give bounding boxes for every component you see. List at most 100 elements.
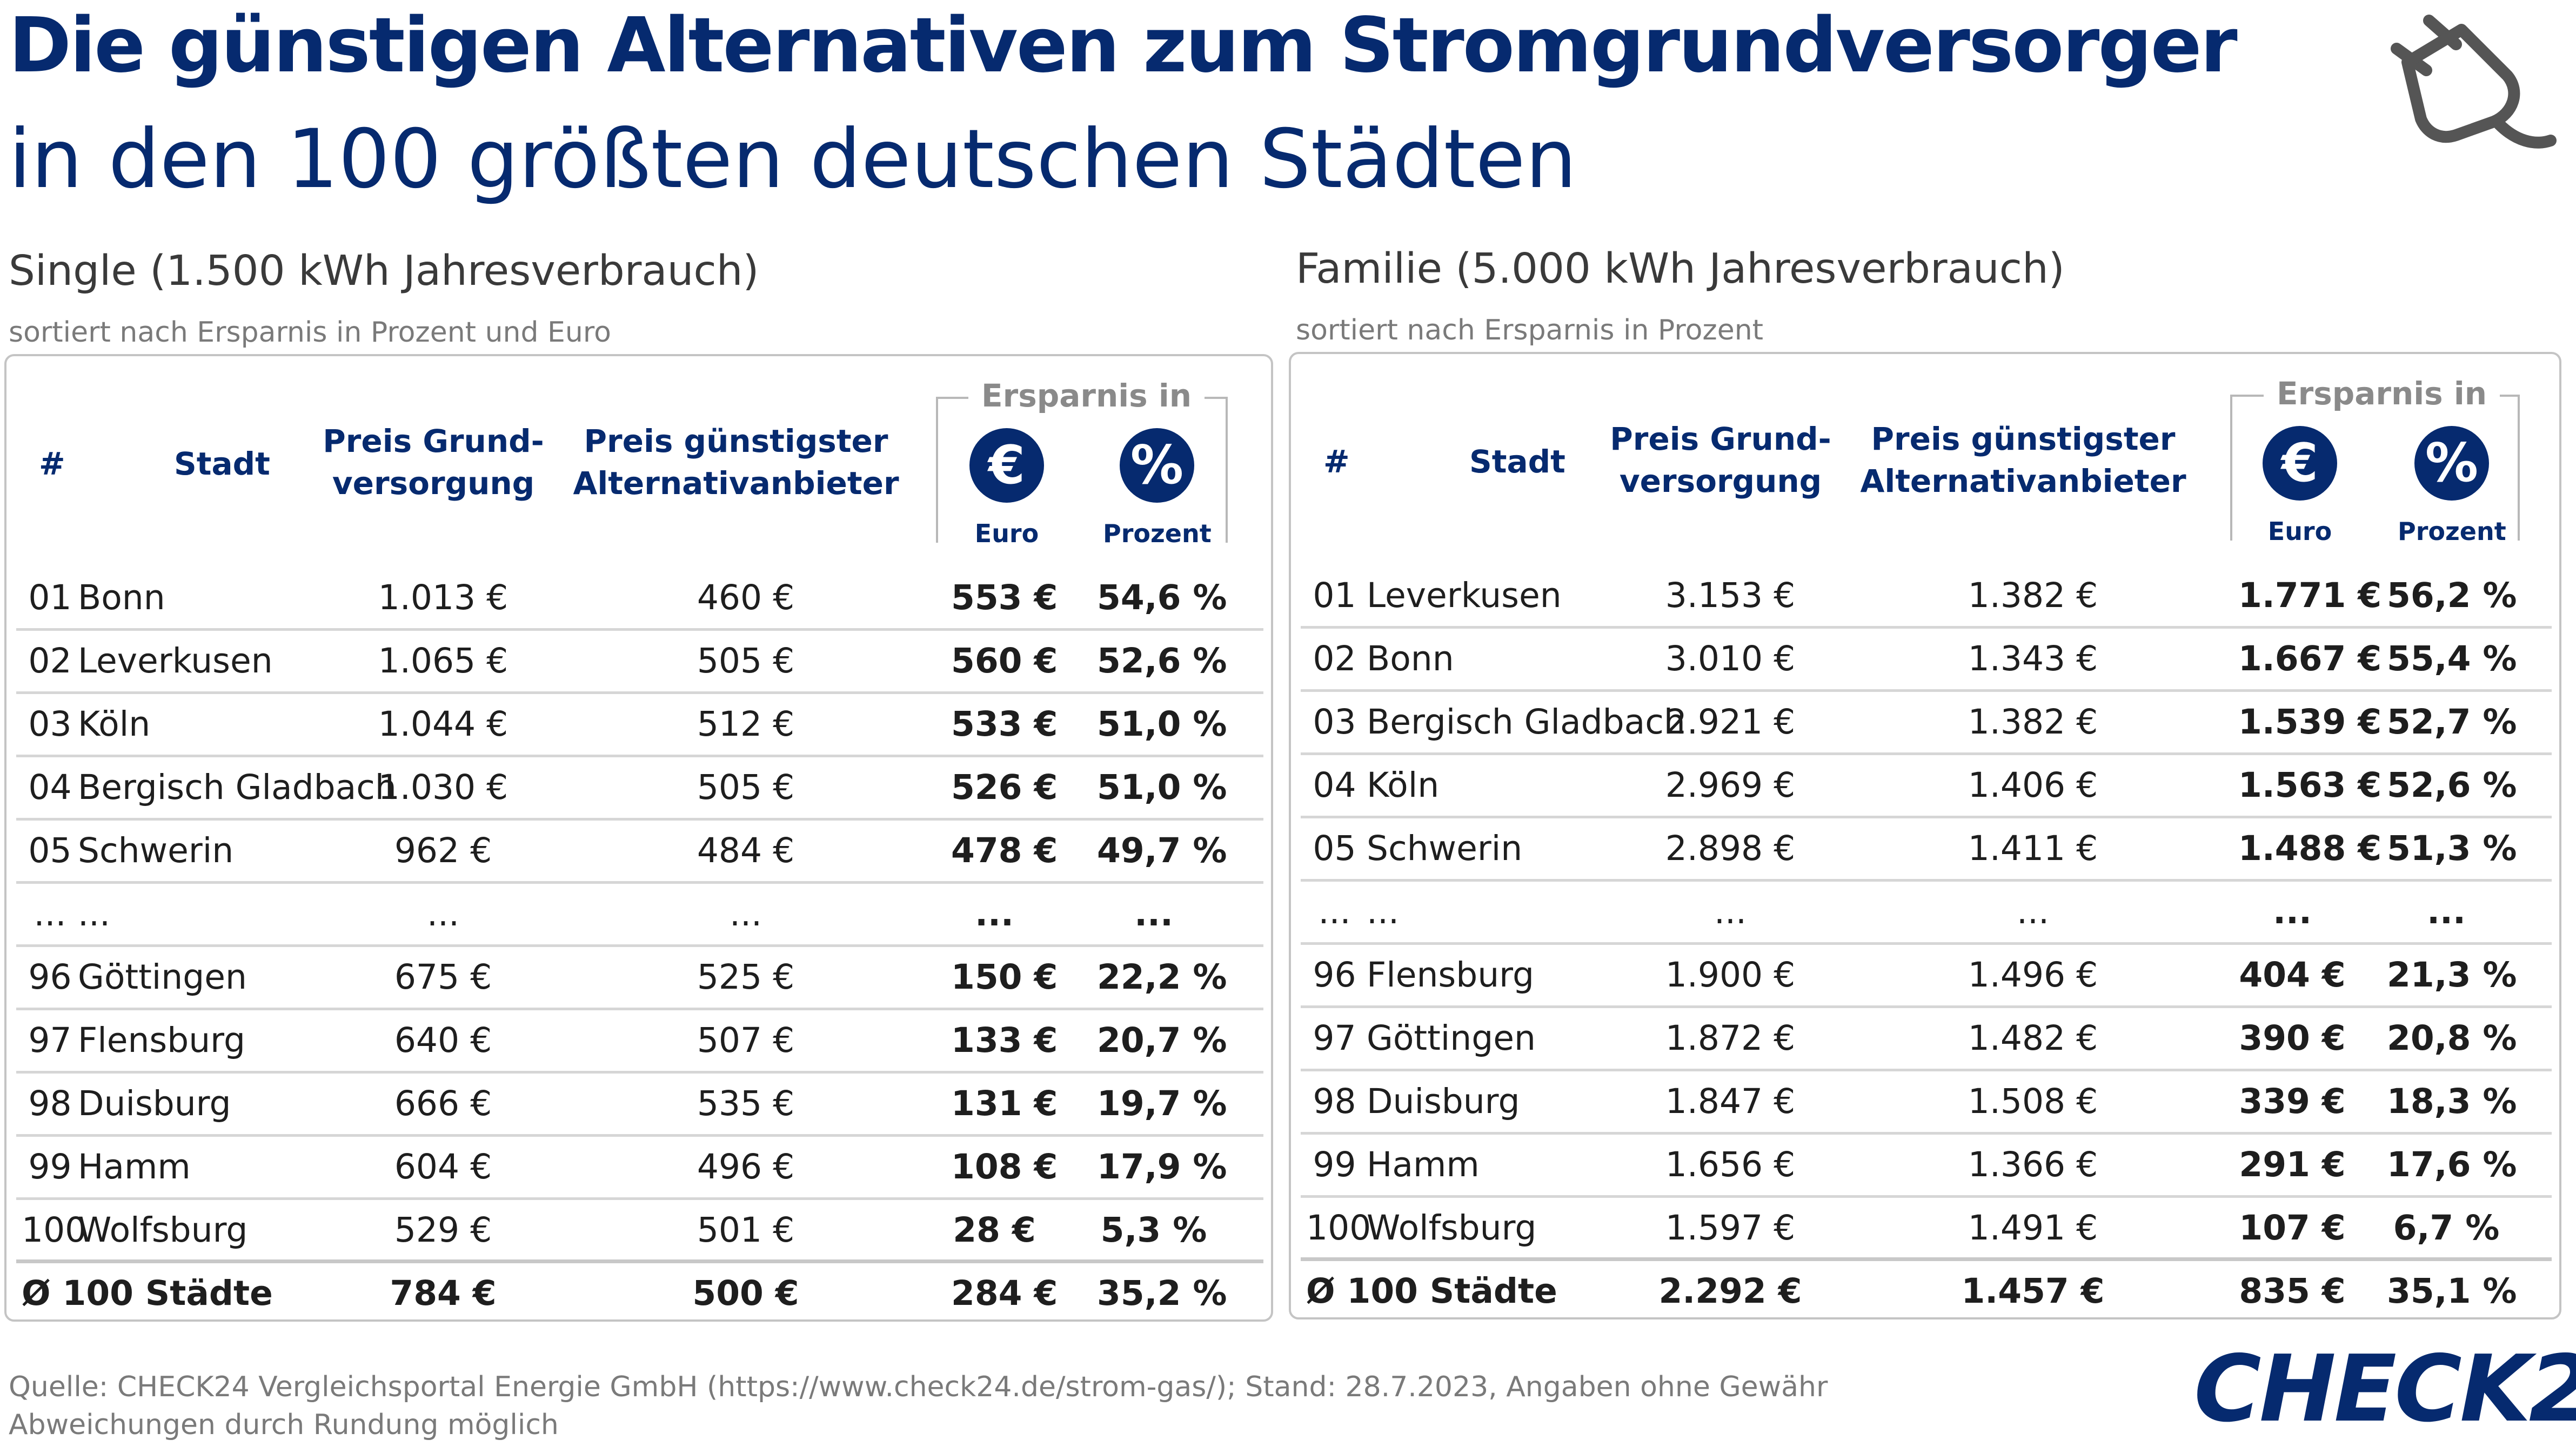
rank-cell: 05 xyxy=(1313,829,1356,868)
alt-price-cell: 1.457 € xyxy=(1961,1271,2105,1311)
city-cell: Köln xyxy=(78,704,151,744)
city-cell: Hamm xyxy=(1367,1145,1480,1184)
table-row: .................. xyxy=(1301,882,2552,945)
table-row: 99 Hamm 604 € 496 € 108 € 17,9 % xyxy=(16,1137,1263,1200)
base-price-cell: ... xyxy=(426,894,460,934)
savings-percent-cell: 22,2 % xyxy=(1097,957,1227,997)
column-header-city: Stadt xyxy=(1469,443,1565,480)
table-row: 04 Bergisch Gladbach 1.030 € 505 € 526 € 51,0… xyxy=(16,757,1263,821)
city-cell: Leverkusen xyxy=(78,641,273,681)
rank-cell: 04 xyxy=(28,768,72,807)
rank-cell: 98 xyxy=(1313,1082,1356,1121)
base-price-cell: 1.847 € xyxy=(1665,1082,1796,1121)
alt-price-cell: 484 € xyxy=(697,831,795,870)
average-label: Ø 100 Städte xyxy=(22,1274,273,1313)
city-cell: Duisburg xyxy=(1367,1082,1520,1121)
rank-cell: 03 xyxy=(28,704,72,744)
savings-percent-cell: 21,3 % xyxy=(2387,955,2517,995)
table-row: 02 Leverkusen 1.065 € 505 € 560 € 52,6 % xyxy=(16,631,1263,694)
rank-cell: 03 xyxy=(1313,702,1356,742)
rounding-note: Abweichungen durch Rundung möglich xyxy=(9,1409,559,1441)
city-cell: Bergisch Gladbach xyxy=(78,768,397,807)
table-row: 97 Göttingen 1.872 € 1.482 € 390 € 20,8 % xyxy=(1301,1008,2552,1071)
base-price-cell: 604 € xyxy=(394,1147,492,1187)
base-price-cell: 1.656 € xyxy=(1665,1145,1796,1184)
average-label: Ø 100 Städte xyxy=(1306,1271,1557,1311)
column-header-alt-price: Preis günstigster Alternativanbieter xyxy=(1860,421,2186,499)
savings-euro-cell: ... xyxy=(975,894,1014,934)
page-subtitle: in den 100 größten deutschen Städten xyxy=(9,112,1577,206)
alt-price-cell: 1.508 € xyxy=(1968,1082,2098,1121)
alt-price-cell: 505 € xyxy=(697,641,795,681)
city-cell: ... xyxy=(78,894,111,934)
savings-percent-cell: 52,6 % xyxy=(1097,641,1227,681)
table-row: 100 Wolfsburg 529 € 501 € 28 € 5,3 % xyxy=(16,1200,1263,1263)
base-price-cell: 1.900 € xyxy=(1665,955,1796,995)
rank-cell: 100 xyxy=(1306,1208,1371,1248)
savings-euro-cell: 291 € xyxy=(2239,1145,2346,1184)
savings-percent-cell: 20,8 % xyxy=(2387,1018,2517,1058)
alt-price-cell: 1.406 € xyxy=(1968,765,2098,805)
single-table-panel: # Stadt Preis Grund- versorgung Preis gü… xyxy=(4,354,1273,1322)
savings-percent-cell: 49,7 % xyxy=(1097,831,1227,870)
savings-header: Ersparnis in xyxy=(2264,375,2500,412)
city-cell: Hamm xyxy=(78,1147,191,1187)
alt-price-cell: 501 € xyxy=(697,1210,795,1250)
savings-euro-cell: 107 € xyxy=(2239,1208,2346,1248)
base-price-cell: 529 € xyxy=(394,1210,492,1250)
city-cell: Schwerin xyxy=(78,831,234,870)
table-row: 04 Köln 2.969 € 1.406 € 1.563 €52,6 % xyxy=(1301,755,2552,818)
savings-percent-cell: ... xyxy=(1134,894,1173,934)
city-cell: Wolfsburg xyxy=(1367,1208,1537,1248)
table-row: 05 Schwerin 2.898 € 1.411 € 1.488 €51,3 % xyxy=(1301,818,2552,882)
savings-euro-cell: 1.667 € xyxy=(2238,639,2382,678)
single-section-title: Single (1.500 kWh Jahresverbrauch) xyxy=(9,247,759,295)
city-cell: Duisburg xyxy=(78,1084,231,1123)
rank-cell: ... xyxy=(1318,892,1351,931)
savings-percent-cell: 6,7 % xyxy=(2393,1208,2500,1248)
savings-header: Ersparnis in xyxy=(968,377,1205,415)
rank-cell: 01 xyxy=(1313,576,1356,615)
savings-percent-cell: 56,2 % xyxy=(2387,576,2517,615)
base-price-cell: 3.010 € xyxy=(1665,639,1796,678)
column-header-base-price: Preis Grund- versorgung xyxy=(323,423,544,502)
column-header-number: # xyxy=(1323,443,1350,480)
alt-price-cell: 507 € xyxy=(697,1021,795,1060)
table-row: 100 Wolfsburg 1.597 € 1.491 € 107 € 6,7 % xyxy=(1301,1198,2552,1261)
column-header-base-price: Preis Grund- versorgung xyxy=(1610,421,1831,499)
family-sort-note: sortiert nach Ersparnis in Prozent xyxy=(1296,314,1764,346)
table-row: 03 Bergisch Gladbach 2.921 € 1.382 € 1.539 €… xyxy=(1301,692,2552,755)
alt-price-cell: 1.366 € xyxy=(1968,1145,2098,1184)
alt-price-cell: 1.382 € xyxy=(1968,702,2098,742)
source-note: Quelle: CHECK24 Vergleichsportal Energie… xyxy=(9,1371,1828,1403)
plug-icon xyxy=(2391,15,2557,149)
savings-percent-cell: 18,3 % xyxy=(2387,1082,2517,1121)
savings-percent-cell: 35,2 % xyxy=(1097,1274,1227,1313)
alt-price-cell: ... xyxy=(729,894,762,934)
table-row: 98 Duisburg 1.847 € 1.508 € 339 € 18,3 % xyxy=(1301,1071,2552,1135)
city-cell: ... xyxy=(1367,892,1400,931)
savings-percent-cell: 51,0 % xyxy=(1097,704,1227,744)
base-price-cell: 2.921 € xyxy=(1665,702,1796,742)
alt-price-cell: 1.343 € xyxy=(1968,639,2098,678)
savings-percent-cell: 35,1 % xyxy=(2387,1271,2517,1311)
base-price-cell: 784 € xyxy=(390,1274,497,1313)
savings-euro-cell: 108 € xyxy=(951,1147,1058,1187)
percent-label: Prozent xyxy=(1103,519,1212,548)
rank-cell: 96 xyxy=(28,957,72,997)
rank-cell: 05 xyxy=(28,831,72,870)
savings-euro-cell: 284 € xyxy=(951,1274,1058,1313)
alt-price-cell: 1.411 € xyxy=(1968,829,2098,868)
savings-percent-cell: 55,4 % xyxy=(2387,639,2517,678)
savings-euro-cell: 131 € xyxy=(951,1084,1058,1123)
rank-cell: 97 xyxy=(1313,1018,1356,1058)
savings-percent-cell: ... xyxy=(2427,892,2466,931)
page-title: Die günstigen Alternativen zum Stromgrun… xyxy=(9,2,2238,90)
average-row: Ø 100 Städte 784 € 500 € 284 € 35,2 % xyxy=(16,1263,1263,1327)
column-header-number: # xyxy=(39,445,65,482)
table-row: 98 Duisburg 666 € 535 € 131 € 19,7 % xyxy=(16,1074,1263,1137)
rank-cell: 02 xyxy=(1313,639,1356,678)
savings-euro-cell: 1.488 € xyxy=(2238,829,2382,868)
percent-icon: % xyxy=(2414,426,2489,501)
base-price-cell: 1.597 € xyxy=(1665,1208,1796,1248)
